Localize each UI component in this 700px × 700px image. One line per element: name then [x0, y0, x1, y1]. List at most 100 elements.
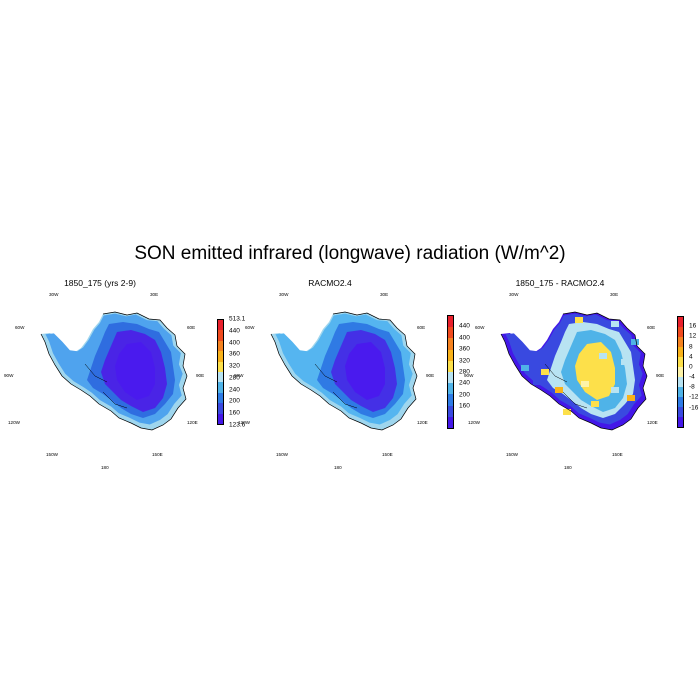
difference-patch: [521, 365, 529, 371]
colorbar-tick-label: 4: [689, 353, 693, 361]
difference-patch: [621, 359, 629, 365]
lon-label: 60E: [187, 325, 196, 330]
panel-title: 1850_175 - RACMO2.4: [515, 278, 605, 288]
lon-label: 150W: [46, 452, 59, 457]
colorbar-tick-label: 320: [459, 357, 470, 365]
lon-label: 90W: [4, 373, 14, 378]
lon-label: 30E: [610, 292, 619, 297]
colorbar-segment: [678, 367, 683, 377]
colorbar-tick-label: -8: [689, 383, 695, 391]
difference-patch: [599, 353, 607, 359]
lon-label: 150E: [612, 452, 623, 457]
figure-title: SON emitted infrared (longwave) radiatio…: [134, 243, 566, 264]
colorbar-tick-label: 280: [459, 368, 470, 376]
colorbar-tick-label: -4: [689, 373, 695, 381]
lon-label: 30E: [380, 292, 389, 297]
difference-patch: [611, 387, 619, 393]
difference-patch: [591, 401, 599, 407]
colorbar-tick-label: 280: [229, 374, 240, 382]
colorbar: [217, 319, 224, 425]
lon-label: 120W: [8, 420, 21, 425]
colorbar-segment: [218, 382, 223, 393]
colorbar-segment: [448, 394, 453, 406]
colorbar-segment: [218, 371, 223, 383]
difference-patch: [533, 379, 541, 385]
colorbar-tick-label: 240: [459, 379, 470, 387]
colorbar-segment: [678, 337, 683, 347]
colorbar-tick-label: 200: [459, 391, 470, 399]
antarctica-map: [270, 311, 418, 431]
lon-label: 60W: [15, 325, 25, 330]
colorbar-segment: [448, 349, 453, 361]
colorbar-segment: [448, 383, 453, 395]
lon-label: 120E: [647, 420, 658, 425]
grounding-line: [314, 363, 358, 409]
panel-model: 1850_175 (yrs 2-9) 30W 30E 60W 90W 120W …: [4, 272, 246, 472]
colorbar-segment: [678, 377, 683, 387]
lon-label: 90E: [656, 373, 665, 378]
colorbar-tick-label: 440: [459, 322, 470, 330]
colorbar-tick-label: 513.1: [229, 315, 246, 323]
difference-patch: [611, 321, 619, 327]
antarctica-map: [40, 311, 188, 431]
lon-label: 120W: [238, 420, 251, 425]
colorbar-segment: [678, 347, 683, 357]
lon-label: 60W: [245, 325, 255, 330]
lon-label: 30W: [509, 292, 519, 297]
lon-label: 30E: [150, 292, 159, 297]
colorbar-tick-label: 8: [689, 343, 693, 351]
colorbar-tick-label: 16: [689, 322, 697, 330]
difference-patch: [563, 409, 571, 415]
colorbar-segment: [448, 405, 453, 417]
colorbar-segment: [448, 338, 453, 350]
colorbar-tick-label: 0: [689, 363, 693, 371]
colorbar-tick-label: -12: [689, 393, 699, 401]
panel-title: 1850_175 (yrs 2-9): [64, 278, 136, 288]
lon-label: 150E: [152, 452, 163, 457]
colorbar-tick-label: 440: [229, 327, 240, 335]
colorbar-tick-label: 240: [229, 386, 240, 394]
lon-label: 90W: [234, 373, 244, 378]
difference-patch: [627, 395, 635, 401]
colorbar-segment: [448, 360, 453, 372]
lon-label: 150E: [382, 452, 393, 457]
colorbar-segment: [448, 327, 453, 339]
lon-label: 150W: [506, 452, 519, 457]
difference-patch: [581, 381, 589, 387]
difference-patch: [567, 365, 575, 371]
colorbar-segment: [678, 417, 683, 427]
panel-racmo: RACMO2.4 30W 30E 60W 90W 120W 60E 90E 12…: [234, 272, 475, 472]
colorbar-segment: [218, 403, 223, 414]
lon-label: 60E: [647, 325, 656, 330]
coastline: [40, 311, 188, 431]
colorbar-segment: [218, 351, 223, 362]
colorbar-segment: [218, 330, 223, 341]
grounding-line: [84, 363, 128, 409]
lon-label: 30W: [49, 292, 59, 297]
lon-label: 120E: [187, 420, 198, 425]
lon-label: 180: [564, 465, 572, 470]
antarctica-map: [500, 311, 648, 431]
colorbar-tick-label: 360: [459, 345, 470, 353]
colorbar-tick-label: 400: [229, 339, 240, 347]
colorbar-tick-label: 320: [229, 362, 240, 370]
colorbar-segment: [218, 392, 223, 404]
panel-difference: 1850_175 - RACMO2.4 30W 30E 60W 90W 120W…: [464, 272, 700, 472]
lon-label: 150W: [276, 452, 289, 457]
colorbar-tick-label: 12: [689, 332, 697, 340]
lon-label: 90W: [464, 373, 474, 378]
colorbar-segment: [448, 316, 453, 328]
colorbar-segment: [678, 407, 683, 417]
lon-label: 30W: [279, 292, 289, 297]
colorbar: [677, 316, 684, 428]
difference-patch: [555, 387, 563, 393]
colorbar-segment: [218, 320, 223, 331]
colorbar-tick-label: 200: [229, 397, 240, 405]
colorbar-tick-label: 160: [459, 402, 470, 410]
lon-label: 60W: [475, 325, 485, 330]
difference-patch: [541, 369, 549, 375]
colorbar-segment: [218, 361, 223, 372]
lon-label: 60E: [417, 325, 426, 330]
colorbar-segment: [218, 340, 223, 352]
